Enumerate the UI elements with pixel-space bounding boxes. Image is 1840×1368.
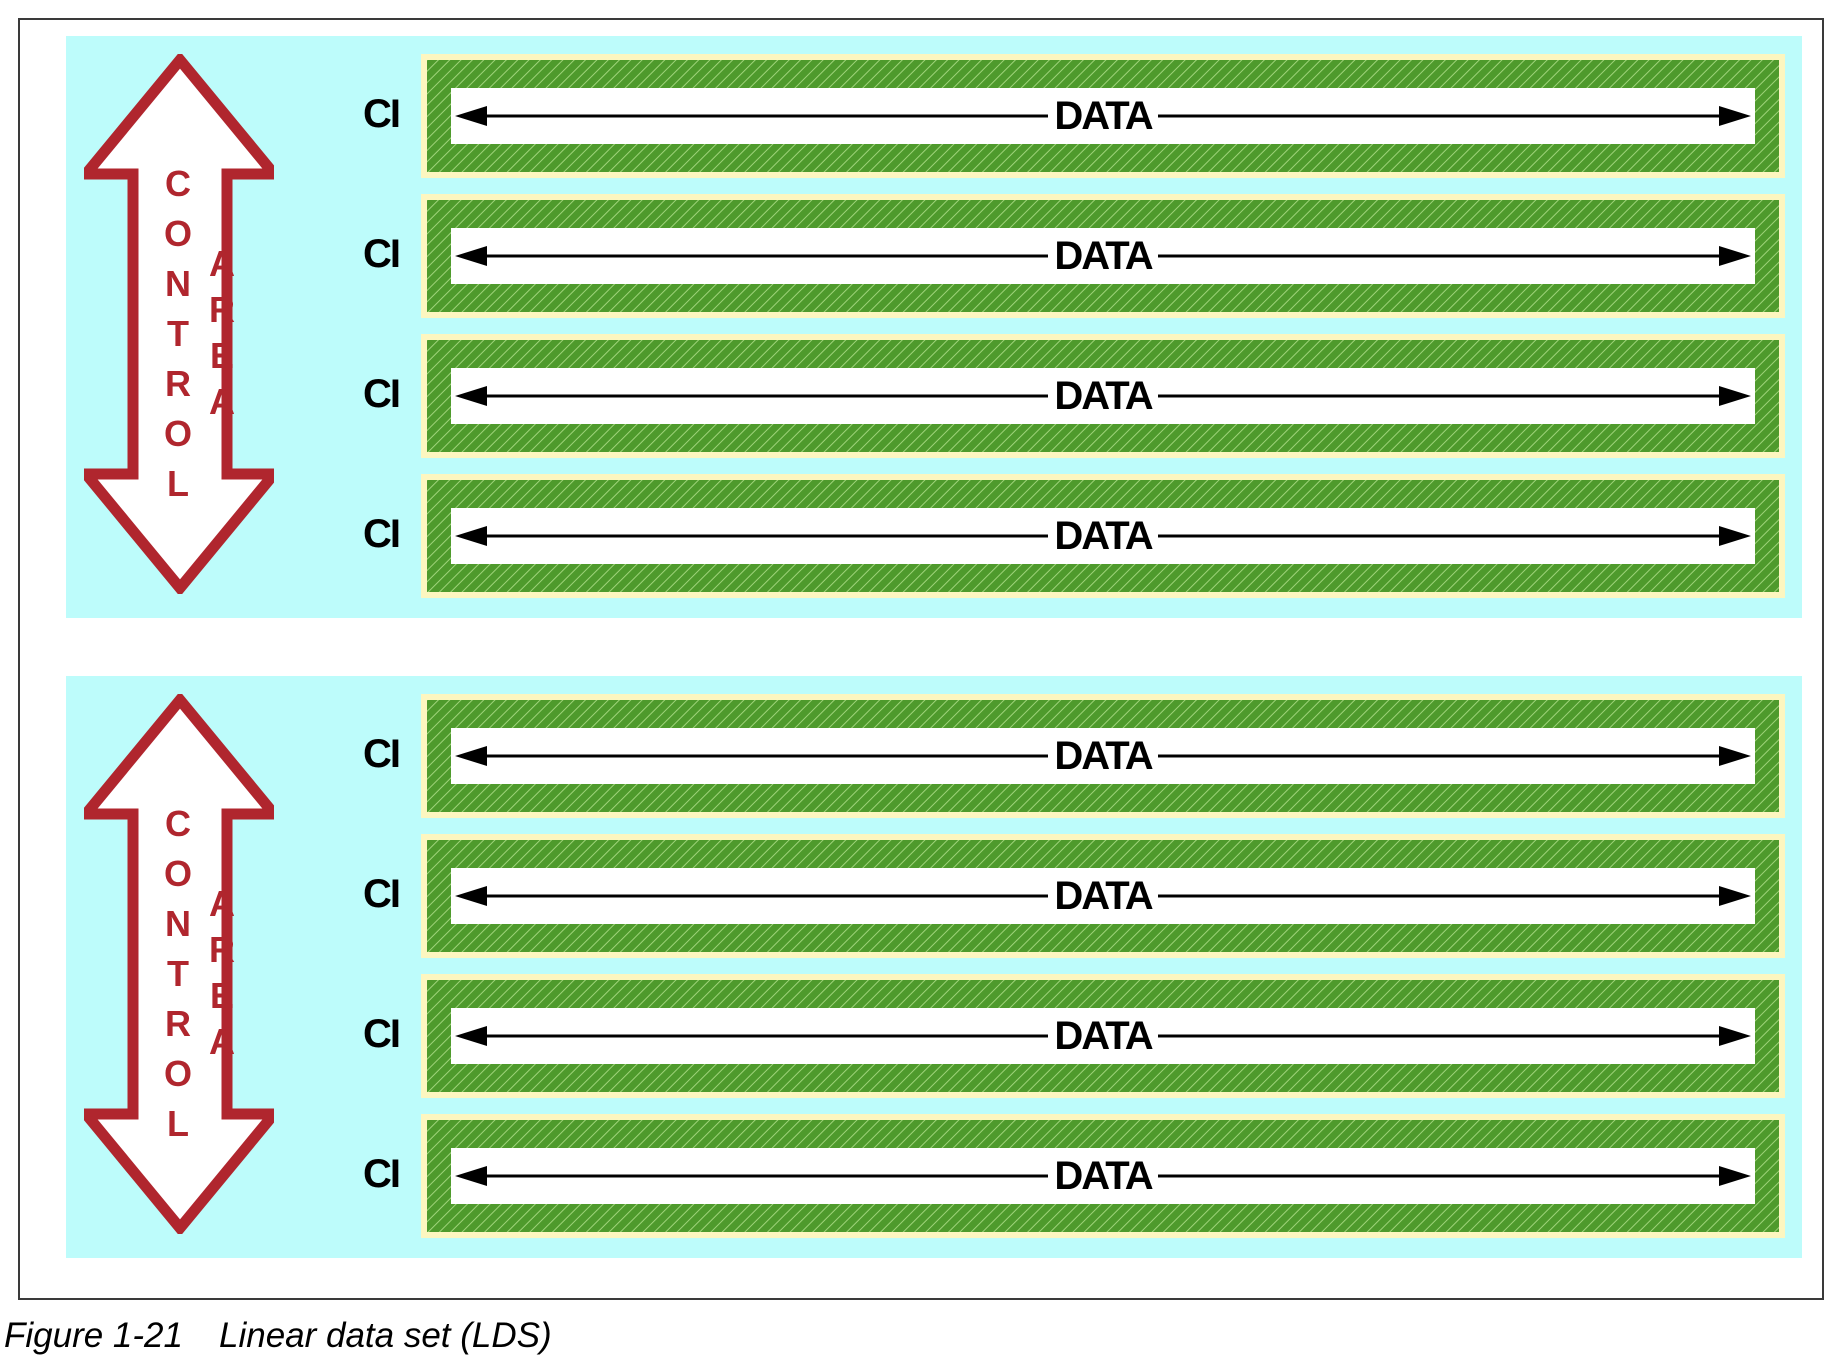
control-label-letter: N: [165, 903, 191, 944]
control-label-letter: C: [165, 803, 191, 844]
area-label-letter: E: [209, 335, 234, 376]
arrow-left-icon: [455, 746, 487, 766]
arrow-left-icon: [455, 246, 487, 266]
arrow-right-icon: [1719, 106, 1751, 126]
control-area-arrow: [84, 54, 274, 594]
control-label-letter: L: [167, 463, 189, 504]
control-interval: DATA: [421, 334, 1785, 458]
control-label-letter: O: [163, 853, 192, 894]
control-interval: DATA: [421, 694, 1785, 818]
control-label-letter: N: [165, 263, 191, 304]
arrow-right-icon: [1719, 526, 1751, 546]
area-label-letter: R: [209, 289, 235, 330]
ci-label: CI: [363, 512, 401, 556]
control-label-letter: O: [163, 1053, 192, 1094]
control-label-letter: C: [165, 163, 191, 204]
control-interval: DATA: [421, 474, 1785, 598]
control-label-letter: T: [167, 313, 189, 354]
area-label-letter: A: [209, 1021, 235, 1062]
figure-title: Linear data set (LDS): [218, 1316, 552, 1355]
control-interval: DATA: [421, 834, 1785, 958]
area-label-letter: E: [209, 975, 234, 1016]
area-label-letter: R: [209, 929, 235, 970]
ci-label: CI: [363, 372, 401, 416]
control-area-panel: C O N T R O L A R E A CI DATA CI DATA CI DATA CI DATA: [66, 36, 1802, 618]
arrow-right-icon: [1719, 386, 1751, 406]
figure-caption: Figure 1-21 Linear data set (LDS): [4, 1316, 552, 1356]
arrow-left-icon: [455, 106, 487, 126]
control-interval: DATA: [421, 194, 1785, 318]
double-arrow-icon: [84, 694, 274, 1234]
figure-frame: [18, 18, 1824, 1300]
ci-label: CI: [363, 872, 401, 916]
control-label-letter: R: [165, 1003, 191, 1044]
control-label-letter: O: [163, 413, 192, 454]
arrow-right-icon: [1719, 746, 1751, 766]
area-label-letter: A: [209, 883, 235, 924]
control-area-arrow: [84, 694, 274, 1234]
figure-number: Figure 1-21: [4, 1316, 183, 1355]
control-interval: DATA: [421, 1114, 1785, 1238]
ci-label: CI: [363, 1012, 401, 1056]
control-area-panel: C O N T R O L A R E A CI DATA CI DATA CI DATA CI DATA: [66, 676, 1802, 1258]
ci-label: CI: [363, 92, 401, 136]
control-interval: DATA: [421, 974, 1785, 1098]
ci-label: CI: [363, 732, 401, 776]
arrow-right-icon: [1719, 1166, 1751, 1186]
area-label-letter: A: [209, 243, 235, 284]
ci-label: CI: [363, 232, 401, 276]
control-interval: DATA: [421, 54, 1785, 178]
arrow-right-icon: [1719, 246, 1751, 266]
area-label-letter: A: [209, 381, 235, 422]
arrow-left-icon: [455, 526, 487, 546]
control-label-letter: O: [163, 213, 192, 254]
arrow-left-icon: [455, 1166, 487, 1186]
arrow-left-icon: [455, 386, 487, 406]
control-label-letter: L: [167, 1103, 189, 1144]
arrow-right-icon: [1719, 1026, 1751, 1046]
control-label-letter: R: [165, 363, 191, 404]
ci-label: CI: [363, 1152, 401, 1196]
control-label-letter: T: [167, 953, 189, 994]
double-arrow-icon: [84, 54, 274, 594]
arrow-right-icon: [1719, 886, 1751, 906]
arrow-left-icon: [455, 1026, 487, 1046]
arrow-left-icon: [455, 886, 487, 906]
